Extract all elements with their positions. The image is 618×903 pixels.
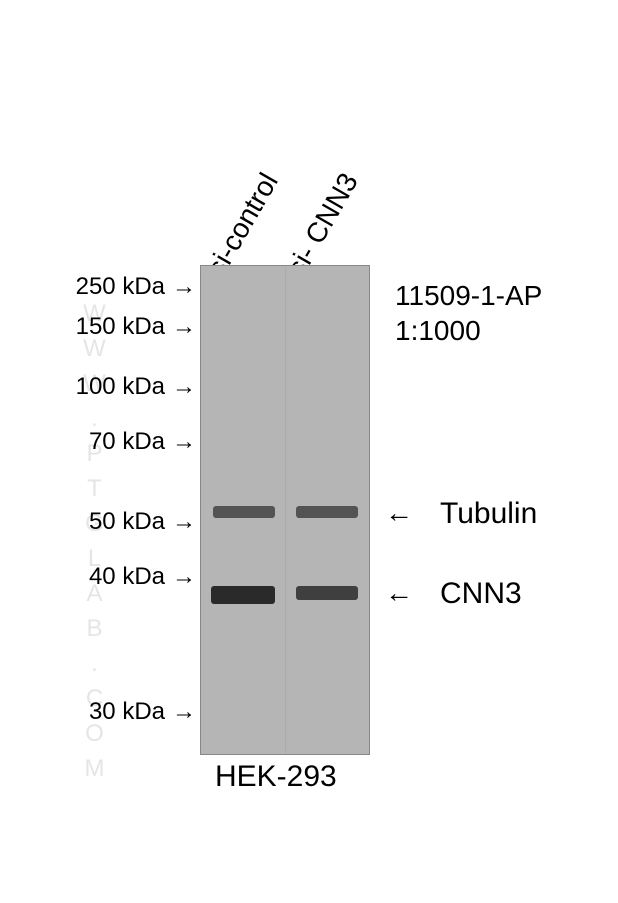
band-label-cnn3: CNN3 xyxy=(440,577,522,611)
arrow-icon: → xyxy=(172,428,196,456)
arrow-icon: → xyxy=(172,373,196,401)
cell-line-label: HEK-293 xyxy=(215,760,337,794)
arrow-left-icon: ← xyxy=(385,577,413,609)
antibody-catalog: 11509-1-AP xyxy=(395,280,542,312)
arrow-icon: → xyxy=(172,508,196,536)
mw-50: 50 kDa xyxy=(55,508,165,536)
western-blot xyxy=(200,265,370,755)
band-label-tubulin: Tubulin xyxy=(440,497,537,531)
mw-30: 30 kDa xyxy=(55,698,165,726)
mw-250: 250 kDa xyxy=(55,273,165,301)
lane-divider xyxy=(285,266,286,754)
mw-100: 100 kDa xyxy=(55,373,165,401)
arrow-icon: → xyxy=(172,313,196,341)
band-cnn3-control xyxy=(211,586,275,604)
mw-40: 40 kDa xyxy=(55,563,165,591)
arrow-left-icon: ← xyxy=(385,497,413,529)
arrow-icon: → xyxy=(172,273,196,301)
figure-container: WWW.PTGLAB.COM si-control si- CNN3 250 k… xyxy=(0,0,618,903)
mw-70: 70 kDa xyxy=(55,428,165,456)
band-tubulin-control xyxy=(213,506,275,518)
arrow-icon: → xyxy=(172,563,196,591)
antibody-dilution: 1:1000 xyxy=(395,315,481,347)
band-cnn3-sicnn3 xyxy=(296,586,358,600)
mw-150: 150 kDa xyxy=(55,313,165,341)
band-tubulin-sicnn3 xyxy=(296,506,358,518)
arrow-icon: → xyxy=(172,698,196,726)
